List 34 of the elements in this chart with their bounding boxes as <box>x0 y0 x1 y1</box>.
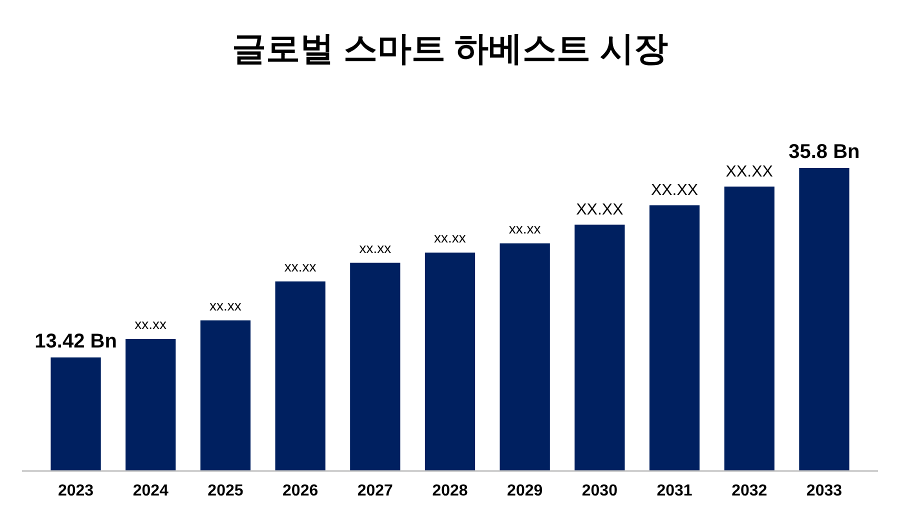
bar <box>275 281 326 471</box>
data-label: XX.XX <box>726 164 774 181</box>
bar <box>50 357 101 471</box>
x-tick-label: 2031 <box>656 482 692 500</box>
bar <box>500 243 550 471</box>
data-label: XX.XX <box>576 202 624 219</box>
data-label: xx.xx <box>284 258 316 274</box>
x-tick-label: 2023 <box>58 482 94 500</box>
x-tick-label: 2033 <box>806 482 842 500</box>
x-tick-label: 2025 <box>208 482 244 500</box>
bar <box>126 338 176 471</box>
x-tick-label: 2030 <box>582 482 618 500</box>
bar <box>200 320 251 471</box>
x-tick-label: 2026 <box>282 482 318 500</box>
x-tick-label: 2027 <box>357 482 394 500</box>
data-label: xx.xx <box>508 220 541 236</box>
bar <box>424 252 476 471</box>
data-label: XX.XX <box>650 182 698 200</box>
x-tick-label: 2028 <box>432 482 468 500</box>
chart-title: 글로벌 스마트 하베스트 시장 <box>232 30 668 68</box>
x-tick-label: 2024 <box>132 482 169 500</box>
data-label: 13.42 Bn <box>34 330 117 352</box>
data-label: xx.xx <box>434 230 466 246</box>
bar <box>350 262 400 471</box>
x-tick-label: 2029 <box>507 482 543 500</box>
data-label: xx.xx <box>210 297 242 314</box>
data-label: 35.8 Bn <box>788 141 860 163</box>
data-label: xx.xx <box>359 240 392 256</box>
data-label: xx.xx <box>134 316 167 332</box>
x-tick-label: 2032 <box>732 482 768 500</box>
bar <box>574 224 625 471</box>
bar <box>724 186 774 471</box>
bar <box>649 205 700 471</box>
bar <box>799 168 850 471</box>
